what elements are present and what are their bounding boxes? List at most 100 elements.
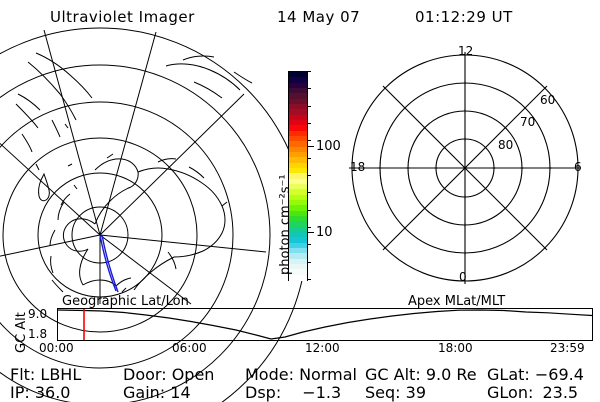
status-mode: Mode: Normal [245, 365, 357, 384]
colorbar-segment [289, 77, 307, 84]
status-gain-key: Gain: [123, 383, 166, 402]
status-mode-key: Mode: [245, 365, 294, 384]
status-glon-key: GLon: [487, 383, 534, 402]
status-ip: IP: 36.0 [10, 383, 70, 402]
colorbar-segment [289, 109, 307, 116]
mlt-spokes [349, 52, 581, 284]
mlat-ring-label-60: 60 [540, 93, 556, 107]
colorbar-segment [289, 104, 307, 110]
status-glat-key: GLat: [487, 365, 530, 384]
spacecraft-track [99, 234, 119, 293]
colorbar-segment [289, 178, 307, 185]
colorbar-segment [289, 93, 307, 100]
status-glon-value: 23.5 [542, 383, 579, 402]
colorbar-minor-tick [307, 123, 311, 124]
colorbar-tick-label-100: 100 [316, 139, 341, 154]
status-seq-key: Seq: [365, 383, 401, 402]
status-seq: Seq: 39 [365, 383, 426, 402]
colorbar-segment [289, 98, 307, 105]
status-flt-key: Flt: [10, 365, 36, 384]
colorbar-segment [289, 136, 307, 142]
colorbar-minor-tick [307, 192, 311, 194]
instrument-title: Ultraviolet Imager [50, 8, 195, 26]
colorbar-segment [289, 221, 307, 228]
colorbar-minor-tick [307, 140, 311, 142]
colorbar-minor-tick [307, 157, 311, 159]
status-flt: Flt: LBHL [10, 365, 81, 384]
mlat-ring-label-70: 70 [520, 115, 536, 129]
colorbar-minor-tick [307, 209, 311, 211]
colorbar-minor-tick [307, 175, 311, 176]
colorbar-segment [289, 162, 307, 169]
colorbar-segment [289, 226, 307, 233]
mlat-ring-label-80: 80 [498, 138, 514, 152]
colorbar-segment [289, 88, 307, 94]
status-dsp-value: −1.3 [302, 383, 342, 402]
status-dsp-key: Dsp: [245, 383, 282, 402]
colorbar-minor-tick [307, 88, 311, 90]
colorbar-segment [289, 210, 307, 217]
geo-coastline-marks [51, 279, 127, 293]
colorbar[interactable]: 100 10 photon cm⁻²s⁻¹ [258, 60, 350, 295]
status-gain: Gain: 14 [123, 383, 191, 402]
status-gcalt-key: GC Alt: [365, 365, 421, 384]
status-seq-value: 39 [405, 383, 426, 402]
colorbar-segment [289, 248, 307, 254]
mlt-label-0: 0 [459, 270, 467, 284]
colorbar-segment [289, 173, 307, 180]
colorbar-segment [289, 168, 307, 174]
colorbar-minor-tick [307, 227, 311, 228]
colorbar-segment [289, 141, 307, 148]
colorbar-segment [289, 242, 307, 249]
status-gcalt: GC Alt: 9.0 Re [365, 365, 477, 384]
colorbar-gradient [288, 71, 308, 281]
status-ip-value: 36.0 [34, 383, 71, 402]
colorbar-tick-100 [307, 146, 314, 147]
colorbar-tick-10 [307, 232, 314, 233]
orbit-y-axis-label: GC Alt [14, 312, 29, 353]
status-row-2: IP: 36.0 Gain: 14 Dsp: −1.3 Seq: 39 GLon… [0, 383, 600, 402]
colorbar-segment [289, 215, 307, 222]
colorbar-tick-label-10: 10 [316, 225, 333, 240]
colorbar-axis-label: photon cm⁻²s⁻¹ [278, 174, 293, 275]
colorbar-segment [289, 152, 307, 158]
orbit-y-tick-low: 1.8 [28, 327, 48, 341]
status-gcalt-value: 9.0 Re [425, 365, 477, 384]
status-door-value: Open [171, 365, 215, 384]
observation-date: 14 May 07 [277, 8, 361, 26]
colorbar-segment [289, 130, 307, 137]
colorbar-segment [289, 205, 307, 212]
colorbar-segment [289, 253, 307, 260]
colorbar-segment [289, 189, 307, 196]
geographic-panel-caption: Geographic Lat/Lon [62, 294, 189, 309]
status-row-1: Flt: LBHL Door: Open Mode: Normal GC Alt… [0, 365, 600, 384]
orbit-y-tick-high: 9.0 [28, 307, 48, 321]
colorbar-segment [289, 269, 307, 276]
colorbar-segment [289, 258, 307, 265]
status-door-key: Door: [123, 365, 167, 384]
orbit-x-tick-0000: 00:00 [39, 341, 74, 355]
mlt-dial-panel[interactable]: 12 18 6 0 60 70 80 [336, 42, 594, 294]
observation-time: 01:12:29 UT [415, 8, 513, 26]
colorbar-segment [289, 82, 307, 89]
orbit-altitude-trace [56, 308, 593, 341]
orbit-x-tick-1800: 18:00 [438, 341, 473, 355]
colorbar-segment [289, 264, 307, 270]
geographic-polar-map[interactable] [0, 27, 308, 402]
status-mode-value: Normal [299, 365, 357, 384]
status-glat: GLat: −69.4 [487, 365, 584, 384]
status-dsp: Dsp: −1.3 [245, 383, 341, 402]
colorbar-minor-tick [307, 261, 311, 263]
status-gain-value: 14 [170, 383, 191, 402]
colorbar-segment [289, 125, 307, 132]
orbit-x-tick-2359: 23:59 [550, 341, 585, 355]
colorbar-segment [289, 120, 307, 126]
colorbar-segment [289, 237, 307, 244]
colorbar-segment [289, 146, 307, 153]
status-glon: GLon: 23.5 [487, 383, 578, 402]
colorbar-segment [289, 232, 307, 238]
status-ip-key: IP: [10, 383, 30, 402]
orbit-altitude-plot[interactable]: GC Alt 9.0 1.8 00:00 06:00 12:00 18:00 2… [0, 305, 600, 355]
colorbar-segment [289, 274, 307, 281]
